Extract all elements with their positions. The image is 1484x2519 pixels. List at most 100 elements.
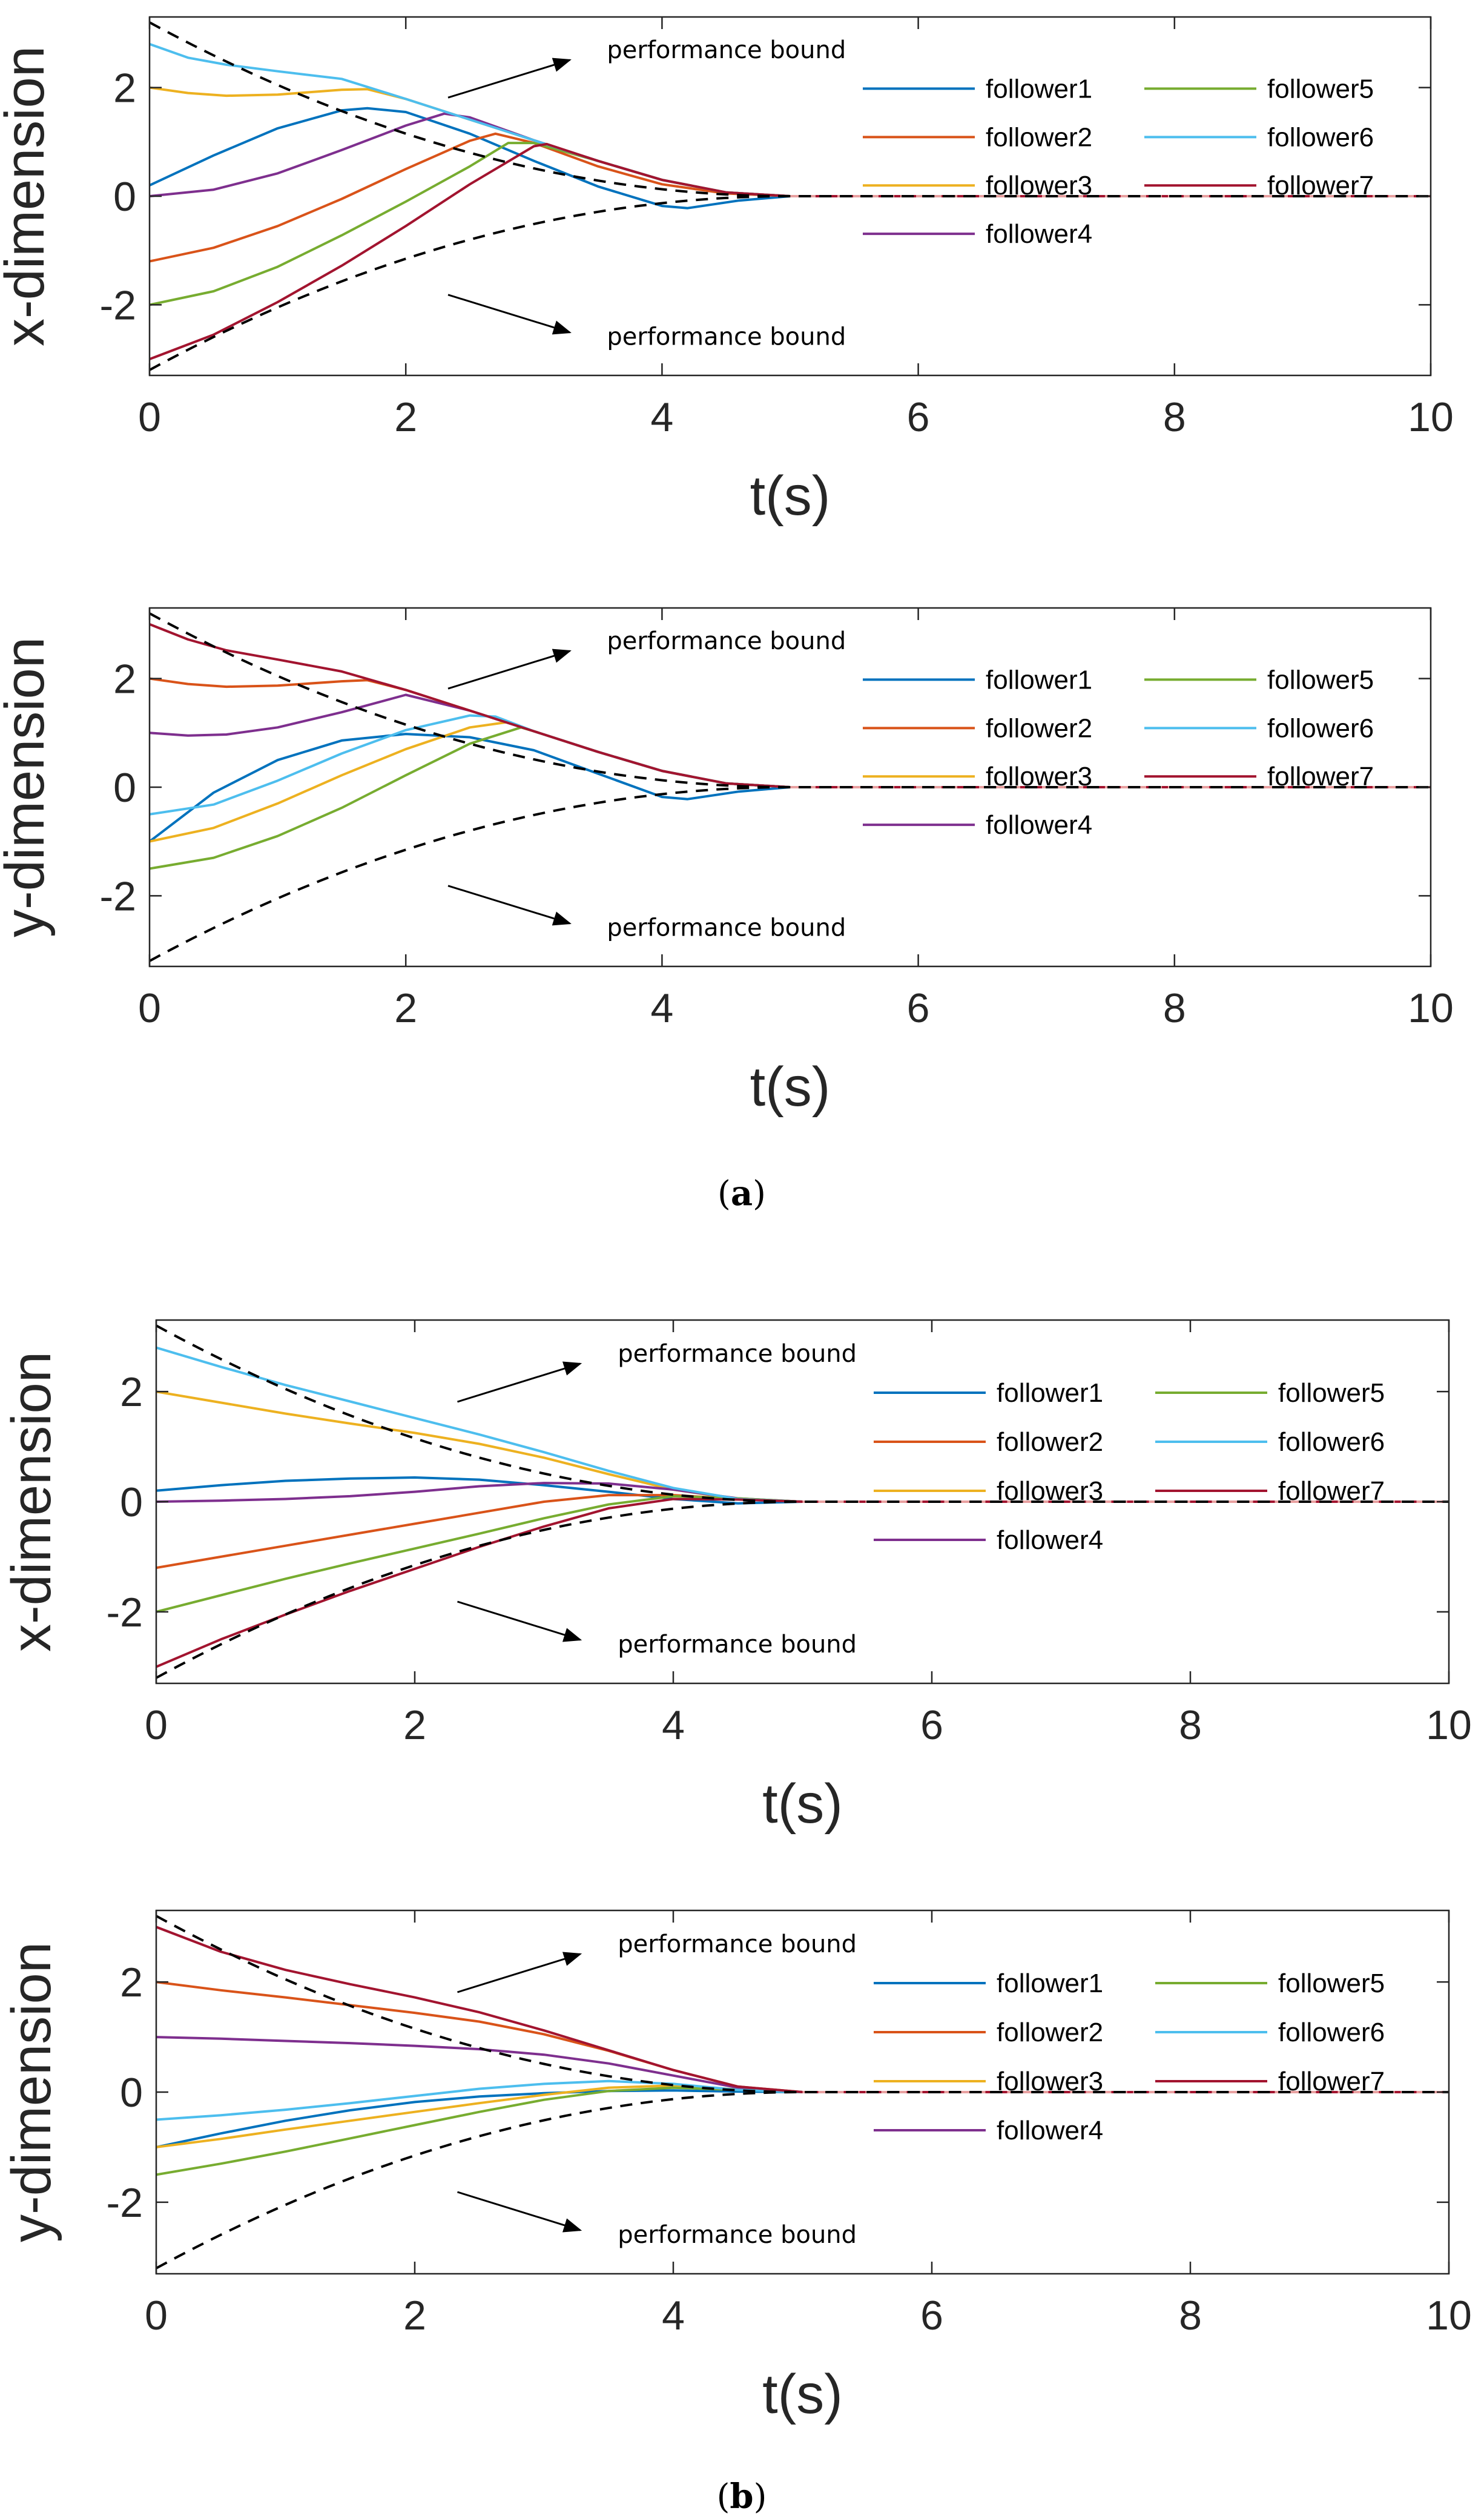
x-axis-label: t(s): [750, 465, 831, 527]
x-tick-label: 2: [403, 2293, 426, 2339]
x-tick-label: 10: [1408, 394, 1454, 440]
legend-label-follower5: follower5: [1267, 665, 1374, 695]
annotation-arrow: [457, 2191, 582, 2233]
legend-label-follower7: follower7: [1267, 171, 1374, 200]
y-axis-label: y-dimension: [1, 1942, 62, 2242]
legend: follower1 follower5 follower2 follower6 foll…: [863, 74, 1374, 249]
x-tick-label: 4: [650, 394, 673, 440]
legend-label-follower2: follower2: [997, 2018, 1103, 2047]
lower-performance-bound: [156, 2091, 1449, 2270]
series-line-follower7: [150, 622, 1431, 788]
upper-performance-bound: [156, 1324, 1449, 1503]
x-tick-label: 4: [662, 2293, 685, 2339]
x-tick-label: 0: [138, 394, 161, 440]
legend: follower1 follower5 follower2 follower6 foll…: [874, 1969, 1385, 2145]
x-tick-label: 0: [138, 985, 161, 1031]
legend-label-follower5: follower5: [1267, 74, 1374, 104]
legend-label-follower2: follower2: [986, 122, 1092, 152]
legend-label-follower1: follower1: [986, 665, 1092, 695]
annotation-arrow: [457, 1952, 582, 1993]
subcaption-b-close: ): [754, 2477, 767, 2517]
legend-label-follower1: follower1: [997, 1969, 1103, 1998]
annotation-performance-bound: performance bound: [618, 1930, 857, 1958]
lower-performance-bound: [156, 1501, 1449, 1679]
x-tick-label: 6: [907, 985, 930, 1031]
legend-label-follower4: follower4: [986, 810, 1092, 840]
x-axis-label: t(s): [762, 1773, 843, 1835]
x-tick-label: 8: [1163, 394, 1186, 440]
x-axis-label: t(s): [762, 2363, 843, 2425]
legend-label-follower3: follower3: [997, 2067, 1103, 2096]
legend: follower1 follower5 follower2 follower6 foll…: [874, 1378, 1385, 1555]
x-tick-label: 10: [1408, 985, 1454, 1031]
legend-label-follower6: follower6: [1278, 2018, 1385, 2047]
plot-lines: [150, 21, 1431, 371]
x-tick-label: 0: [145, 1702, 168, 1748]
legend-label-follower7: follower7: [1278, 1476, 1385, 1506]
y-tick-label: -2: [100, 282, 136, 328]
subcaption-a-close: ): [753, 1174, 766, 1213]
legend-label-follower7: follower7: [1267, 762, 1374, 791]
legend-label-follower6: follower6: [1267, 713, 1374, 743]
legend-label-follower3: follower3: [986, 762, 1092, 791]
x-tick-label: 6: [920, 2293, 943, 2339]
legend: follower1 follower5 follower2 follower6 foll…: [863, 665, 1374, 840]
x-tick-label: 4: [662, 1702, 685, 1748]
y-tick-label: 0: [113, 765, 136, 811]
x-tick-label: 2: [403, 1702, 426, 1748]
annotation-performance-bound: performance bound: [607, 36, 846, 64]
legend-label-follower4: follower4: [986, 219, 1092, 249]
subcaption-a-letter: a: [731, 1174, 753, 1213]
legend-label-follower6: follower6: [1267, 122, 1374, 152]
subcaption-a-open: (: [717, 1174, 731, 1213]
y-tick-label: 2: [120, 1369, 143, 1415]
subcaption-b-letter: b: [730, 2477, 753, 2517]
annotation-performance-bound: performance bound: [618, 1340, 857, 1368]
series-line-follower1: [150, 733, 1431, 843]
x-tick-label: 8: [1179, 2293, 1202, 2339]
legend-label-follower1: follower1: [997, 1378, 1103, 1408]
subcaption-a: (a): [717, 1174, 766, 1213]
x-tick-label: 10: [1426, 2293, 1472, 2339]
chart-b-x: 0 2 4 6 8 10 -2 0 2 t(s) x-dimension performance bo…: [1, 1319, 1472, 1835]
legend-label-follower5: follower5: [1278, 1378, 1385, 1408]
upper-performance-bound: [150, 21, 1431, 197]
x-axis-label: t(s): [750, 1056, 831, 1118]
series-line-follower7: [156, 1926, 1449, 2093]
annotation-arrow: [447, 294, 572, 335]
x-tick-label: 2: [394, 394, 417, 440]
x-tick-label: 2: [394, 985, 417, 1031]
annotation-arrow: [447, 649, 572, 690]
legend-label-follower5: follower5: [1278, 1969, 1385, 1998]
legend-label-follower3: follower3: [997, 1476, 1103, 1506]
y-axis-label: y-dimension: [0, 637, 56, 937]
lower-performance-bound: [150, 195, 1431, 371]
x-tick-label: 6: [907, 394, 930, 440]
legend-label-follower2: follower2: [997, 1427, 1103, 1457]
plot-lines: [156, 1324, 1449, 1679]
y-tick-label: 0: [113, 174, 136, 220]
upper-performance-bound: [156, 1915, 1449, 2093]
x-tick-label: 0: [145, 2293, 168, 2339]
annotation-performance-bound: performance bound: [618, 1631, 857, 1659]
plot-lines: [156, 1915, 1449, 2270]
annotation-performance-bound: performance bound: [607, 914, 846, 942]
x-tick-label: 6: [920, 1702, 943, 1748]
legend-label-follower3: follower3: [986, 171, 1092, 200]
legend-label-follower4: follower4: [997, 1525, 1103, 1555]
y-tick-label: -2: [107, 1590, 143, 1636]
x-tick-label: 8: [1163, 985, 1186, 1031]
y-tick-label: 0: [120, 2070, 143, 2116]
y-tick-label: 2: [113, 656, 136, 702]
chart-a-x: 0 2 4 6 8 10 -2 0 2 t(s) x-dimension performance bo…: [0, 16, 1454, 527]
legend-label-follower2: follower2: [986, 713, 1092, 743]
y-axis-label: x-dimension: [1, 1352, 62, 1652]
annotation-arrow: [447, 885, 572, 926]
x-tick-label: 4: [650, 985, 673, 1031]
annotation-arrow: [447, 58, 572, 99]
series-line-follower7: [150, 142, 1431, 361]
legend-label-follower6: follower6: [1278, 1427, 1385, 1457]
chart-a-y: 0 2 4 6 8 10 -2 0 2 t(s) y-dimension performance bo…: [0, 607, 1454, 1118]
y-tick-label: -2: [100, 873, 136, 919]
